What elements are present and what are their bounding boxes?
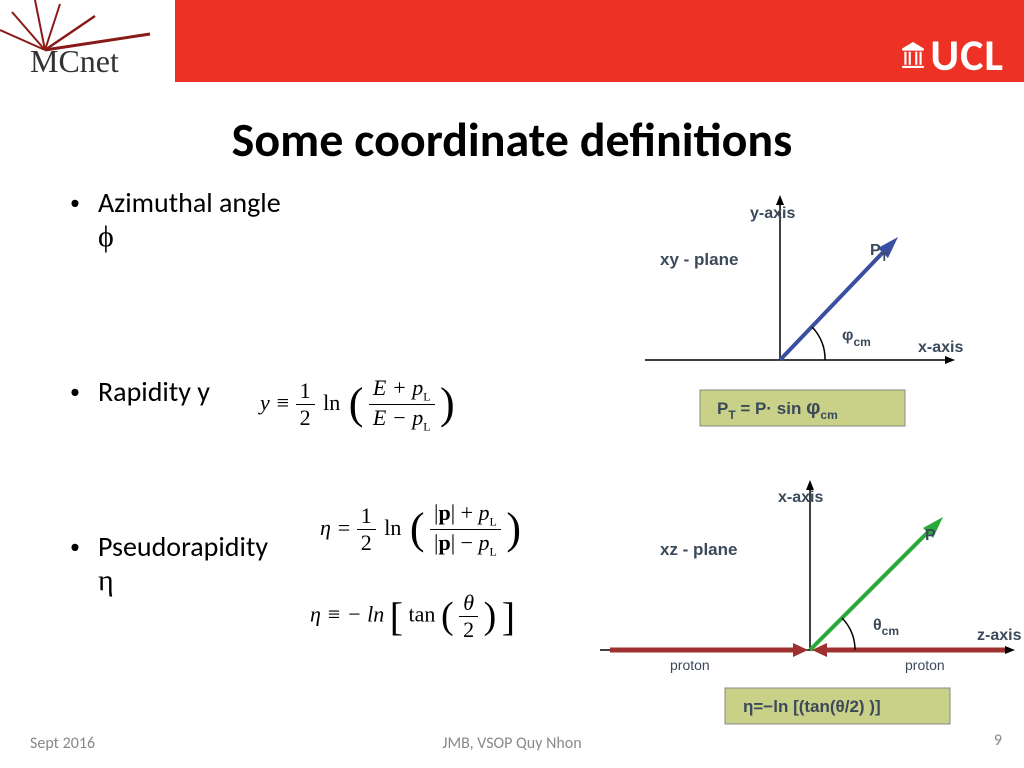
diagram-xy-plane: y-axis x-axis xy - plane PT φcm PT = P· … xyxy=(580,190,1000,440)
frac-den: 2 xyxy=(357,530,376,556)
formula-rapidity-lhs: y ≡ xyxy=(260,390,290,415)
box-eq: = P· sin xyxy=(736,399,806,418)
eta-box-text: η=−ln [(tan(θ/2) )] xyxy=(743,697,881,716)
frac-den: 2 xyxy=(296,405,315,431)
tan-label: tan xyxy=(409,602,436,627)
proton-label-left: proton xyxy=(670,657,710,673)
pt-sub: T xyxy=(881,250,889,264)
formula-pseudo2: η ≡ − ln [ tan ( θ2 ) ] xyxy=(310,590,515,643)
bullet-dot-icon: • xyxy=(70,191,80,215)
footer-page-number: 9 xyxy=(994,731,1002,750)
pt-label: P xyxy=(870,242,881,259)
formula-pseudo1-lhs: η = xyxy=(320,515,351,540)
footer-author: JMB, VSOP Quy Nhon xyxy=(0,734,1024,753)
z-axis-label: z-axis xyxy=(977,627,1022,644)
ln-label: ln xyxy=(384,515,401,540)
formula-pseudo2-lhs: η ≡ − ln xyxy=(310,602,384,627)
theta-sub: cm xyxy=(882,624,899,638)
box-p: P xyxy=(717,399,728,418)
frac-num: 1 xyxy=(357,503,376,530)
mcnet-text: MCnet xyxy=(30,43,119,79)
slide-title: Some coordinate definitions xyxy=(0,110,1024,169)
frac-den: 2 xyxy=(459,617,478,643)
svg-text:θcm: θcm xyxy=(873,617,899,638)
phi-label: φ xyxy=(842,327,853,344)
bullet-azimuthal: • Azimuthal angle ϕ xyxy=(70,185,490,254)
ucl-logo: UCL xyxy=(902,28,1004,82)
ucl-portico-icon xyxy=(902,42,924,68)
bullet-dot-icon: • xyxy=(70,380,80,404)
svg-text:φcm: φcm xyxy=(842,327,871,349)
frac-num: 1 xyxy=(296,378,315,405)
proton-label-right: proton xyxy=(905,657,945,673)
x-axis-label: x-axis xyxy=(778,489,823,506)
phi-sub: cm xyxy=(853,335,870,349)
mcnet-logo: MCnet xyxy=(0,0,175,88)
bullet-pseudo-label: Pseudorapidity xyxy=(98,529,268,564)
bullet-rapidity-label: Rapidity y xyxy=(98,374,210,409)
formula-pseudo1: η = 12 ln ( |p| + pL |p| − pL ) xyxy=(320,500,521,560)
ucl-text: UCL xyxy=(930,28,1004,82)
bullet-dot-icon: • xyxy=(70,535,80,559)
ln-label: ln xyxy=(323,390,340,415)
red-banner xyxy=(168,0,1024,82)
box-cm: cm xyxy=(820,408,837,422)
xz-plane-label: xz - plane xyxy=(660,540,737,559)
diagram-xz-plane: x-axis z-axis xz - plane P θcm proton pr… xyxy=(595,470,1024,740)
bullet-pseudo-symbol: η xyxy=(98,564,268,598)
bullet-azimuthal-label: Azimuthal angle xyxy=(98,185,281,220)
y-axis-label: y-axis xyxy=(750,205,795,222)
x-axis-label: x-axis xyxy=(918,339,963,356)
frac-den-sub: L xyxy=(490,545,497,559)
frac-num-sub: L xyxy=(423,389,430,403)
theta-label: θ xyxy=(873,617,882,634)
frac-den-sub: L xyxy=(423,420,430,434)
p-vector-label: P xyxy=(925,527,936,544)
frac-num-text: E + p xyxy=(373,375,423,400)
frac-num: θ xyxy=(459,590,478,617)
xy-plane-label: xy - plane xyxy=(660,250,738,269)
frac-den-text: E − p xyxy=(373,405,423,430)
bullet-azimuthal-symbol: ϕ xyxy=(98,220,281,254)
header-bar: MCnet UCL xyxy=(0,0,1024,82)
formula-rapidity: y ≡ 12 ln ( E + pL E − pL ) xyxy=(260,375,455,435)
box-phi: φ xyxy=(806,397,820,419)
frac-num-sub: L xyxy=(490,514,497,528)
